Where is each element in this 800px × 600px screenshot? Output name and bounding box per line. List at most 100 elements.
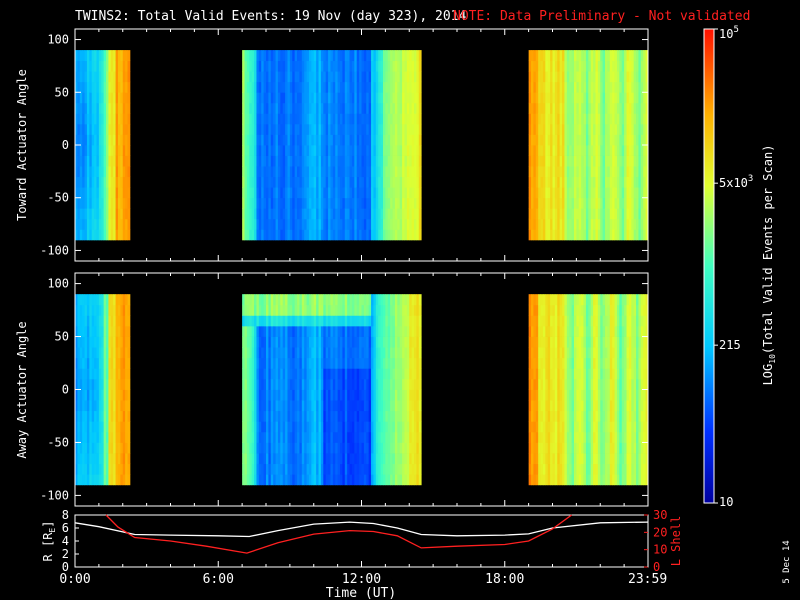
- heatmap-cell: [640, 187, 644, 199]
- heatmap-cell: [621, 197, 625, 209]
- heatmap-cell: [378, 176, 381, 188]
- heatmap-cell: [275, 197, 279, 209]
- heatmap-cell: [332, 400, 336, 412]
- heatmap-cell: [316, 421, 319, 433]
- heatmap-cell: [86, 197, 90, 209]
- heatmap-cell: [337, 294, 341, 306]
- heatmap-cell: [91, 60, 95, 72]
- heatmap-cell: [249, 102, 253, 114]
- heatmap-cell: [263, 431, 267, 443]
- heatmap-cell: [571, 421, 575, 433]
- heatmap-cell: [402, 197, 405, 209]
- heatmap-cell: [127, 71, 131, 83]
- heatmap-cell: [361, 187, 365, 199]
- heatmap-cell: [285, 315, 288, 327]
- heatmap-cell: [583, 410, 587, 422]
- heatmap-cell: [542, 60, 546, 72]
- heatmap-cell: [557, 336, 561, 348]
- heatmap-cell: [392, 315, 396, 327]
- heatmap-cell: [344, 336, 348, 348]
- heatmap-cell: [261, 294, 265, 306]
- heatmap-cell: [552, 81, 556, 93]
- heatmap-cell: [117, 294, 121, 306]
- heatmap-cell: [361, 81, 365, 93]
- heatmap-cell: [552, 336, 556, 348]
- heatmap-cell: [359, 113, 362, 125]
- heatmap-cell: [103, 166, 107, 178]
- heatmap-cell: [562, 294, 565, 306]
- heatmap-cell: [254, 71, 257, 83]
- heatmap-cell: [125, 347, 128, 359]
- heatmap-cell: [318, 294, 322, 306]
- heatmap-cell: [542, 166, 546, 178]
- heatmap-cell: [385, 50, 389, 62]
- heatmap-cell: [258, 378, 262, 390]
- heatmap-cell: [356, 431, 360, 443]
- heatmap-cell: [125, 357, 128, 369]
- heatmap-cell: [289, 134, 293, 146]
- heatmap-cell: [270, 229, 274, 241]
- heatmap-cell: [256, 294, 260, 306]
- heatmap-cell: [318, 229, 322, 241]
- heatmap-cell: [273, 218, 276, 230]
- heatmap-cell: [249, 187, 253, 199]
- heatmap-cell: [335, 123, 339, 135]
- heatmap-cell: [552, 197, 556, 209]
- heatmap-cell: [571, 294, 575, 306]
- heatmap-cell: [552, 50, 556, 62]
- heatmap-cell: [380, 389, 384, 401]
- heatmap-cell: [299, 208, 303, 220]
- heatmap-cell: [330, 347, 334, 359]
- heatmap-cell: [316, 431, 319, 443]
- heatmap-cell: [566, 421, 570, 433]
- heatmap-cell: [98, 463, 102, 475]
- heatmap-cell: [397, 197, 401, 209]
- heatmap-cell: [397, 50, 401, 62]
- heatmap-cell: [368, 208, 372, 220]
- heatmap-cell: [344, 347, 348, 359]
- heatmap-cell: [361, 60, 365, 72]
- heatmap-cell: [292, 389, 296, 401]
- heatmap-cell: [349, 378, 353, 390]
- heatmap-cell: [122, 60, 126, 72]
- heatmap-cell: [75, 145, 78, 156]
- heatmap-cell: [559, 71, 563, 83]
- heatmap-cell: [297, 347, 300, 359]
- heatmap-cell: [94, 145, 97, 156]
- heatmap-cell: [349, 453, 353, 465]
- heatmap-cell: [585, 60, 589, 72]
- heatmap-cell: [588, 176, 592, 188]
- heatmap-cell: [254, 123, 257, 135]
- heatmap-cell: [328, 294, 331, 306]
- heatmap-cell: [583, 208, 587, 220]
- heatmap-cell: [528, 357, 532, 369]
- heatmap-cell: [75, 102, 78, 114]
- heatmap-cell: [566, 463, 570, 475]
- heatmap-cell: [616, 187, 620, 199]
- heatmap-cell: [110, 453, 114, 465]
- heatmap-cell: [382, 463, 386, 475]
- heatmap-cell: [559, 134, 563, 146]
- heatmap-cell: [344, 102, 348, 114]
- heatmap-cell: [356, 347, 360, 359]
- heatmap-cell: [645, 134, 649, 146]
- heatmap-cell: [323, 166, 327, 178]
- heatmap-cell: [103, 421, 107, 433]
- heatmap-cell: [638, 113, 642, 125]
- heatmap-cell: [581, 176, 584, 188]
- heatmap-cell: [394, 123, 398, 135]
- heatmap-cell: [378, 123, 381, 135]
- heatmap-cell: [576, 400, 580, 412]
- heatmap-cell: [533, 92, 537, 104]
- heatmap-cell: [325, 347, 329, 359]
- heatmap-cell: [292, 208, 296, 220]
- heatmap-cell: [595, 218, 599, 230]
- heatmap-cell: [261, 304, 265, 316]
- heatmap-cell: [399, 218, 403, 230]
- heatmap-cell: [316, 113, 319, 125]
- heatmap-cell: [554, 113, 558, 125]
- heatmap-cell: [277, 463, 281, 475]
- heatmap-cell: [619, 113, 623, 125]
- heatmap-cell: [545, 50, 549, 62]
